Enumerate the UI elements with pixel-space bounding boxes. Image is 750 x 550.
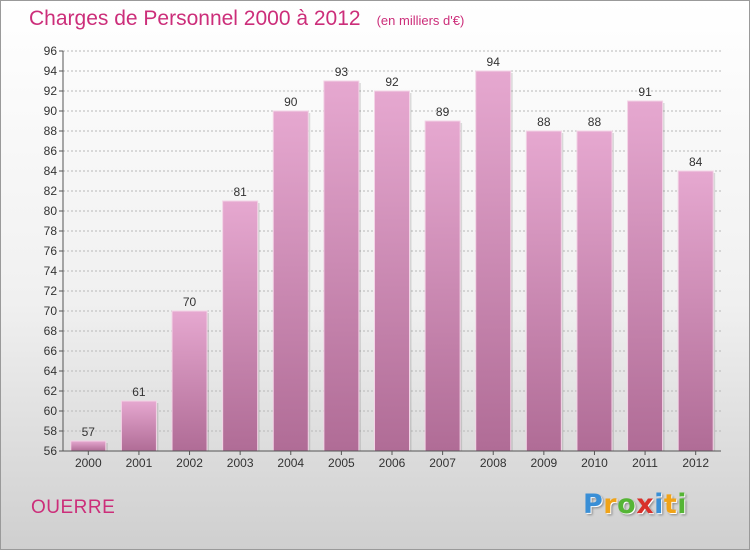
value-label: 92 xyxy=(385,75,399,89)
value-label: 88 xyxy=(588,115,602,129)
x-tick-label: 2005 xyxy=(328,456,355,470)
y-tick-label: 94 xyxy=(44,64,58,78)
bar xyxy=(70,440,107,452)
logo-letter: t xyxy=(663,489,678,520)
bars: 57 61 70 81 90 93 92 89 94 88 88 91 84 xyxy=(70,55,716,452)
logo-letter: r xyxy=(603,489,618,520)
y-tick-label: 84 xyxy=(44,164,58,178)
y-tick-label: 86 xyxy=(44,144,58,158)
bar xyxy=(576,130,613,452)
logo-letter: i xyxy=(677,489,688,520)
value-label: 61 xyxy=(132,385,146,399)
bar xyxy=(323,80,360,452)
y-tick-label: 68 xyxy=(44,324,58,338)
value-label: 94 xyxy=(487,55,501,69)
logo-letter: o xyxy=(617,489,637,520)
y-tick-label: 90 xyxy=(44,104,58,118)
y-tick-label: 80 xyxy=(44,204,58,218)
bar xyxy=(525,130,562,452)
value-label: 93 xyxy=(335,65,349,79)
y-tick-label: 88 xyxy=(44,124,58,138)
y-tick-label: 96 xyxy=(44,44,58,58)
x-tick-label: 2002 xyxy=(176,456,203,470)
value-label: 88 xyxy=(537,115,551,129)
value-label: 70 xyxy=(183,295,197,309)
x-tick-label: 2003 xyxy=(227,456,254,470)
y-tick-label: 76 xyxy=(44,244,58,258)
y-tick-label: 58 xyxy=(44,424,58,438)
value-label: 84 xyxy=(689,155,703,169)
y-tick-label: 70 xyxy=(44,304,58,318)
bar xyxy=(627,100,664,452)
chart-title-text: Charges de Personnel 2000 à 2012 xyxy=(29,7,361,30)
proxiti-logo: Proxiti xyxy=(583,489,687,520)
value-label: 57 xyxy=(82,425,96,439)
bar xyxy=(222,200,259,452)
bar xyxy=(475,70,512,452)
x-tick-label: 2010 xyxy=(581,456,608,470)
y-tick-label: 60 xyxy=(44,404,58,418)
bar xyxy=(171,310,208,452)
logo-letter: x xyxy=(636,489,655,520)
y-tick-label: 56 xyxy=(44,444,58,458)
bar xyxy=(272,110,309,452)
y-tick-label: 72 xyxy=(44,284,58,298)
x-tick-label: 2011 xyxy=(632,456,658,470)
y-tick-label: 62 xyxy=(44,384,58,398)
commune-name: OUERRE xyxy=(31,497,116,518)
x-tick-label: 2001 xyxy=(126,456,153,470)
chart-unit-note: (en milliers d'€) xyxy=(376,13,465,28)
bar xyxy=(424,120,461,452)
logo-letter: i xyxy=(654,489,664,520)
y-tick-label: 64 xyxy=(44,364,58,378)
bar xyxy=(677,170,714,452)
x-tick-label: 2000 xyxy=(75,456,102,470)
value-label: 91 xyxy=(638,85,652,99)
x-tick-label: 2009 xyxy=(530,456,557,470)
y-tick-label: 78 xyxy=(44,224,58,238)
y-tick-label: 74 xyxy=(44,264,58,278)
value-label: 81 xyxy=(233,185,247,199)
x-tick-label: 2007 xyxy=(429,456,456,470)
bar xyxy=(120,400,157,452)
logo-letter: P xyxy=(583,489,604,520)
axes: 56 58 60 62 64 66 68 70 72 74 76 78 80 82 84 86 88 90 92 94… xyxy=(44,44,721,470)
value-label: 89 xyxy=(436,105,450,119)
x-tick-label: 2012 xyxy=(682,456,709,470)
y-tick-label: 82 xyxy=(44,184,58,198)
x-tick-label: 2006 xyxy=(379,456,406,470)
bar xyxy=(374,90,410,452)
x-tick-label: 2008 xyxy=(480,456,507,470)
chart-title: Charges de Personnel 2000 à 2012 (en mill… xyxy=(29,7,464,31)
x-tick-label: 2004 xyxy=(277,456,304,470)
value-label: 90 xyxy=(284,95,298,109)
y-tick-label: 92 xyxy=(44,84,58,98)
y-tick-label: 66 xyxy=(44,344,58,358)
